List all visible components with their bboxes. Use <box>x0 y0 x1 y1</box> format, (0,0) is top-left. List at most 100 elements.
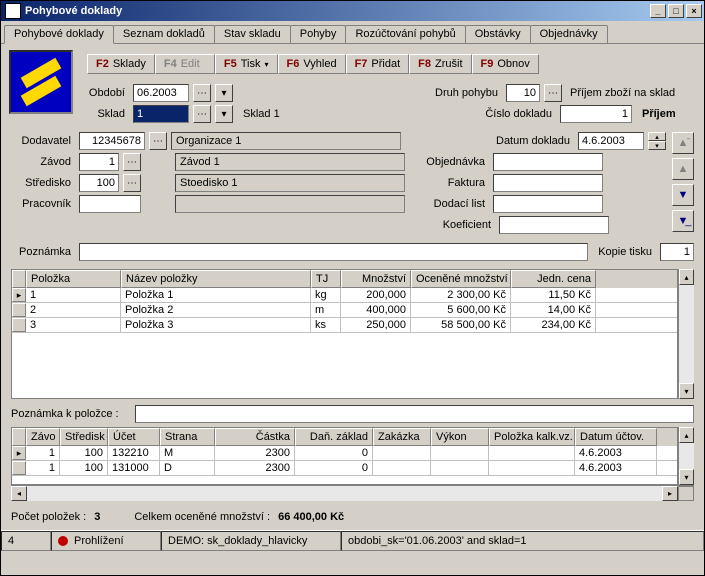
scroll-down-button[interactable]: ▾ <box>679 383 694 399</box>
sklad-input[interactable] <box>133 105 189 123</box>
tab-0[interactable]: Pohybové doklady <box>4 25 114 44</box>
toolbar-přidat[interactable]: F7Přidat <box>346 54 410 74</box>
col-header[interactable]: Zakázka <box>373 428 431 446</box>
col-header[interactable]: Středisk <box>60 428 108 446</box>
table-cell: 0 <box>295 446 373 460</box>
col-header[interactable]: Název položky <box>121 270 311 288</box>
scroll-down-button[interactable]: ▾ <box>679 469 694 485</box>
scroll-left-button[interactable]: ◂ <box>11 486 27 501</box>
col-header[interactable]: Datum účtov. <box>575 428 657 446</box>
dodavatel-picker-button[interactable]: ⋯ <box>149 132 167 150</box>
obdobi-dropdown-button[interactable]: ▾ <box>215 84 233 102</box>
stredisko-input[interactable] <box>79 174 119 192</box>
faktura-input[interactable] <box>493 174 603 192</box>
dodaci-input[interactable] <box>493 195 603 213</box>
scroll-right-button[interactable]: ▸ <box>662 486 678 501</box>
minimize-button[interactable]: _ <box>650 4 666 18</box>
table-cell: Položka 3 <box>121 318 311 332</box>
close-button[interactable]: × <box>686 4 702 18</box>
nav-last-button[interactable]: ▼̲ <box>672 210 694 232</box>
table-row[interactable]: ▸1Položka 1kg200,0002 300,00 Kč11,50 Kč <box>12 288 677 303</box>
items-grid[interactable]: PoložkaNázev položkyTJMnožstvíOceněné mn… <box>11 269 678 399</box>
sklad-dropdown-button[interactable]: ▾ <box>215 105 233 123</box>
toolbar-zrušit[interactable]: F8Zrušit <box>409 54 471 74</box>
col-header[interactable]: Výkon <box>431 428 489 446</box>
col-header[interactable]: Částka <box>215 428 295 446</box>
tab-1[interactable]: Seznam dokladů <box>113 25 215 43</box>
table-cell: 2 <box>26 303 121 317</box>
stredisko-display: Stoedisko 1 <box>175 174 405 192</box>
dodavatel-display: Organizace 1 <box>171 132 401 150</box>
cislo-input[interactable] <box>560 105 632 123</box>
table-cell: 400,000 <box>341 303 411 317</box>
sklad-display: Sklad 1 <box>237 108 337 120</box>
stredisko-label: Středisko <box>11 177 75 189</box>
tab-3[interactable]: Pohyby <box>290 25 347 43</box>
scroll-up-button[interactable]: ▴ <box>679 269 694 285</box>
datum-up-button[interactable]: ▴ <box>648 132 666 141</box>
toolbar-sklady[interactable]: F2Sklady <box>87 54 155 74</box>
datum-input[interactable] <box>578 132 644 150</box>
stredisko-picker-button[interactable]: ⋯ <box>123 174 141 192</box>
accounting-grid-scrollbar[interactable]: ▴ ▾ <box>678 427 694 485</box>
koef-input[interactable] <box>499 216 609 234</box>
toolbar-vyhled[interactable]: F6Vyhled <box>278 54 346 74</box>
col-header[interactable]: Závo <box>26 428 60 446</box>
toolbar-obnov[interactable]: F9Obnov <box>472 54 539 74</box>
table-cell: 234,00 Kč <box>511 318 596 332</box>
col-header[interactable]: Položka kalk.vz. <box>489 428 575 446</box>
tab-5[interactable]: Obstávky <box>465 25 531 43</box>
datum-down-button[interactable]: ▾ <box>648 141 666 150</box>
table-cell: 11,50 Kč <box>511 288 596 302</box>
table-row[interactable]: 2Položka 2m400,0005 600,00 Kč14,00 Kč <box>12 303 677 318</box>
table-cell: 2300 <box>215 446 295 460</box>
col-header[interactable]: Účet <box>108 428 160 446</box>
poznamka-input[interactable] <box>79 243 588 261</box>
table-cell: 4.6.2003 <box>575 461 657 475</box>
table-cell: 14,00 Kč <box>511 303 596 317</box>
accounting-grid-hscroll[interactable]: ◂ ▸ <box>11 485 694 501</box>
col-header[interactable]: Strana <box>160 428 215 446</box>
col-header[interactable]: Daň. základ <box>295 428 373 446</box>
zavod-picker-button[interactable]: ⋯ <box>123 153 141 171</box>
druh-picker-button[interactable]: ⋯ <box>544 84 562 102</box>
pracovnik-label: Pracovník <box>11 198 75 210</box>
table-row[interactable]: ▸1100132210M230004.6.2003 <box>12 446 677 461</box>
col-header[interactable]: Oceněné množství <box>411 270 511 288</box>
table-cell: 100 <box>60 446 108 460</box>
tab-4[interactable]: Rozúčtování pohybů <box>345 25 465 43</box>
tab-2[interactable]: Stav skladu <box>214 25 291 43</box>
dodavatel-input[interactable] <box>79 132 145 150</box>
nav-first-button[interactable]: ▲̄ <box>672 132 694 154</box>
scroll-up-button[interactable]: ▴ <box>679 427 694 443</box>
table-cell <box>431 446 489 460</box>
obdobi-input[interactable] <box>133 84 189 102</box>
obdobi-picker-button[interactable]: ⋯ <box>193 84 211 102</box>
col-header[interactable]: Množství <box>341 270 411 288</box>
col-header[interactable]: TJ <box>311 270 341 288</box>
toolbar-tisk[interactable]: F5Tisk▾ <box>215 54 278 74</box>
table-cell: Položka 2 <box>121 303 311 317</box>
table-cell: 5 600,00 Kč <box>411 303 511 317</box>
polpozn-input[interactable] <box>135 405 694 423</box>
nav-up-button[interactable]: ▲ <box>672 158 694 180</box>
kopie-input[interactable] <box>660 243 694 261</box>
sklad-picker-button[interactable]: ⋯ <box>193 105 211 123</box>
col-header[interactable]: Jedn. cena <box>511 270 596 288</box>
table-row[interactable]: 1100131000D230004.6.2003 <box>12 461 677 476</box>
druh-label: Druh pohybu <box>435 87 502 99</box>
accounting-grid[interactable]: ZávoStřediskÚčetStranaČástkaDaň. základZ… <box>11 427 678 485</box>
table-cell <box>373 461 431 475</box>
maximize-button[interactable]: □ <box>668 4 684 18</box>
zavod-input[interactable] <box>79 153 119 171</box>
druh-display: Příjem zboží na sklad <box>566 87 696 99</box>
druh-input[interactable] <box>506 84 540 102</box>
tab-6[interactable]: Objednávky <box>530 25 608 43</box>
col-header[interactable]: Položka <box>26 270 121 288</box>
nav-down-button[interactable]: ▼ <box>672 184 694 206</box>
table-row[interactable]: 3Položka 3ks250,00058 500,00 Kč234,00 Kč <box>12 318 677 333</box>
pracovnik-input[interactable] <box>79 195 141 213</box>
items-grid-scrollbar[interactable]: ▴ ▾ <box>678 269 694 399</box>
objednavka-input[interactable] <box>493 153 603 171</box>
table-cell: M <box>160 446 215 460</box>
